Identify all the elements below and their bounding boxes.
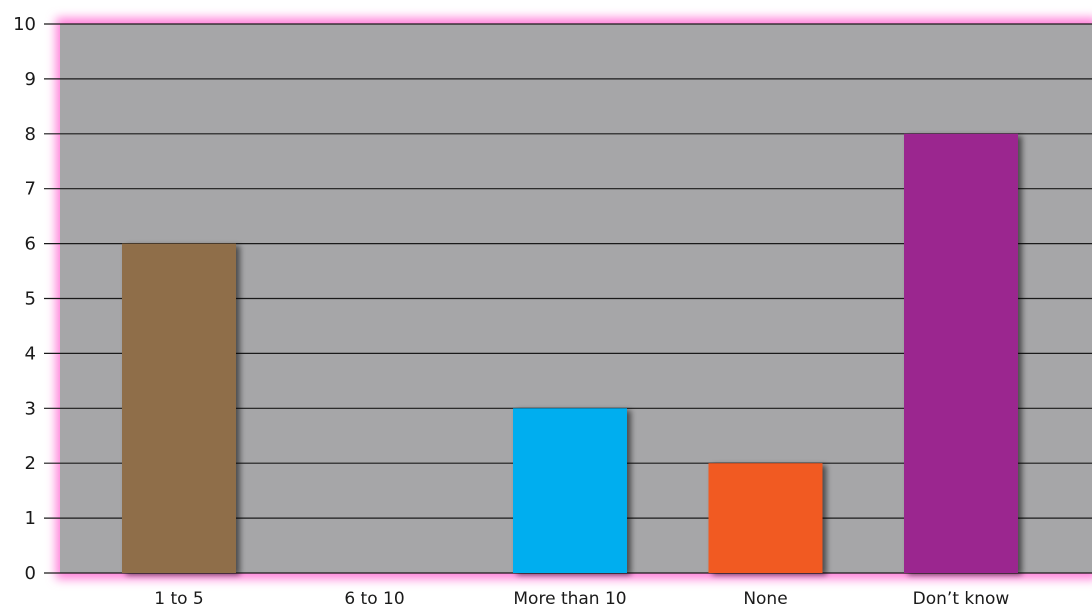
bar — [513, 408, 627, 573]
y-tick-label: 6 — [25, 234, 36, 255]
x-category-label: None — [743, 589, 787, 609]
x-axis-category-labels: 1 to 5 6 to 10 More than 10 None Don’t know — [154, 589, 1009, 609]
bar — [708, 463, 823, 573]
y-tick-label: 2 — [25, 453, 36, 474]
bar — [122, 243, 236, 573]
y-tick-label: 9 — [25, 69, 36, 90]
y-tick-label: 10 — [13, 14, 36, 35]
y-tick-label: 0 — [25, 563, 36, 584]
bars — [122, 133, 1018, 574]
y-tick-label: 4 — [25, 343, 36, 364]
y-tick-label: 5 — [25, 289, 36, 310]
x-category-label: 6 to 10 — [344, 589, 404, 609]
x-category-label: Don’t know — [913, 589, 1010, 609]
x-category-label: More than 10 — [513, 589, 626, 609]
y-tick-label: 1 — [25, 508, 36, 529]
y-axis-tick-labels: 0 1 2 3 4 5 6 7 8 9 10 — [13, 14, 36, 584]
y-tick-label: 8 — [25, 124, 36, 145]
x-category-label: 1 to 5 — [154, 589, 204, 609]
bar — [904, 133, 1018, 574]
y-tick-label: 7 — [25, 179, 36, 200]
y-tick-label: 3 — [25, 398, 36, 419]
